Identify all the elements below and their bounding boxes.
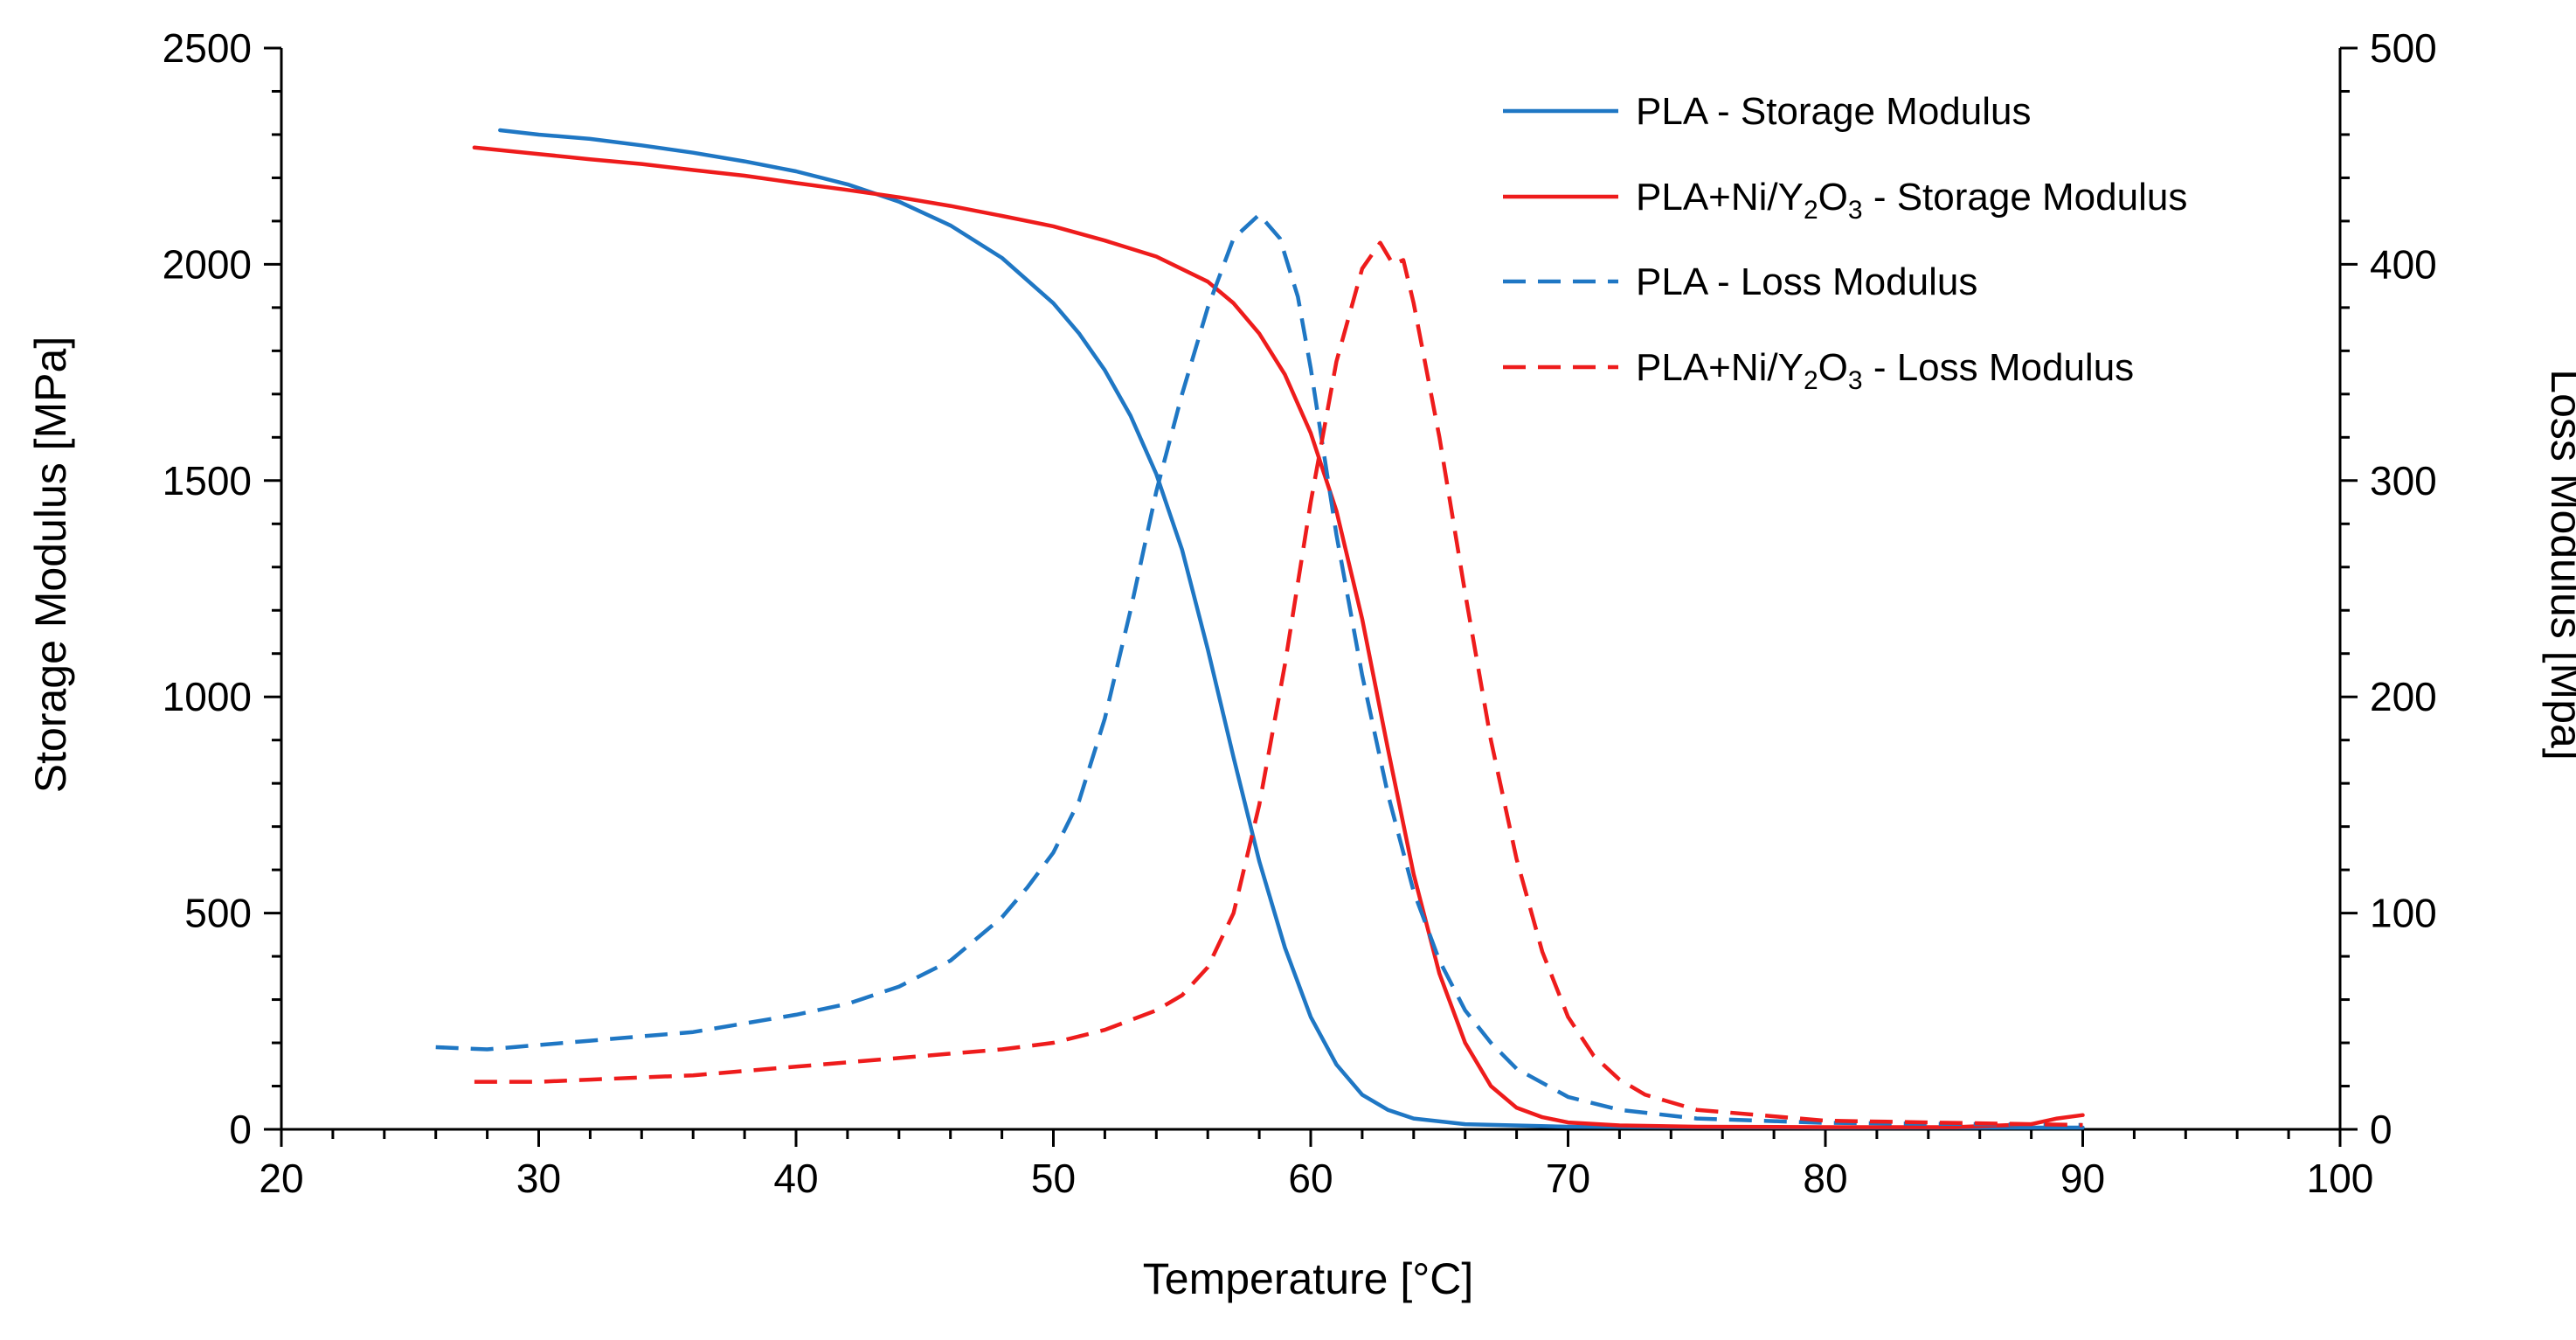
y-tick-label: 2500 bbox=[163, 25, 252, 71]
y2-tick-label: 200 bbox=[2370, 674, 2437, 719]
x-tick-label: 60 bbox=[1288, 1156, 1333, 1201]
series-line-1 bbox=[498, 128, 2085, 1130]
series-line-4 bbox=[474, 240, 2083, 1128]
series-line-3 bbox=[435, 212, 2083, 1128]
y2-tick-label: 500 bbox=[2370, 25, 2437, 71]
y-tick-label: 1500 bbox=[163, 458, 252, 503]
y-tick-label: 1000 bbox=[163, 674, 252, 719]
legend-label-2: PLA+Ni/Y2O3 - Storage Modulus bbox=[1636, 176, 2187, 225]
y2-tick-label: 400 bbox=[2370, 241, 2437, 287]
y-axis-label-left: Storage Modulus [MPa] bbox=[26, 337, 75, 794]
y-axis-label-right: Loss Modulus [Mpa] bbox=[2542, 369, 2576, 760]
y2-tick-label: 100 bbox=[2370, 891, 2437, 936]
axes: 20 30 40 50 60 70 80 90 100050010001500200025000… bbox=[163, 25, 2437, 1201]
legend: PLA - Storage Modulus PLA+Ni/Y2O3 - Stora… bbox=[1503, 90, 2187, 395]
y2-tick-label: 300 bbox=[2370, 458, 2437, 503]
series-line-2 bbox=[472, 145, 2085, 1129]
y-tick-label: 500 bbox=[184, 891, 252, 936]
x-tick-label: 80 bbox=[1803, 1156, 1847, 1201]
legend-label-3: PLA - Loss Modulus bbox=[1636, 260, 1977, 303]
x-tick-label: 90 bbox=[2060, 1156, 2105, 1201]
y-tick-label: 2000 bbox=[163, 241, 252, 287]
x-tick-label: 30 bbox=[516, 1156, 561, 1201]
x-tick-label: 70 bbox=[1546, 1156, 1590, 1201]
y2-tick-label: 0 bbox=[2370, 1107, 2392, 1152]
x-tick-label: 100 bbox=[2307, 1156, 2374, 1201]
legend-label-4: PLA+Ni/Y2O3 - Loss Modulus bbox=[1636, 346, 2134, 395]
y-tick-label: 0 bbox=[229, 1107, 252, 1152]
series-layer bbox=[435, 128, 2085, 1130]
x-tick-label: 50 bbox=[1031, 1156, 1076, 1201]
x-tick-label: 40 bbox=[773, 1156, 818, 1201]
legend-label-1: PLA - Storage Modulus bbox=[1636, 90, 2031, 133]
x-axis-label: Temperature [°C] bbox=[1143, 1254, 1473, 1303]
x-tick-label: 20 bbox=[259, 1156, 303, 1201]
